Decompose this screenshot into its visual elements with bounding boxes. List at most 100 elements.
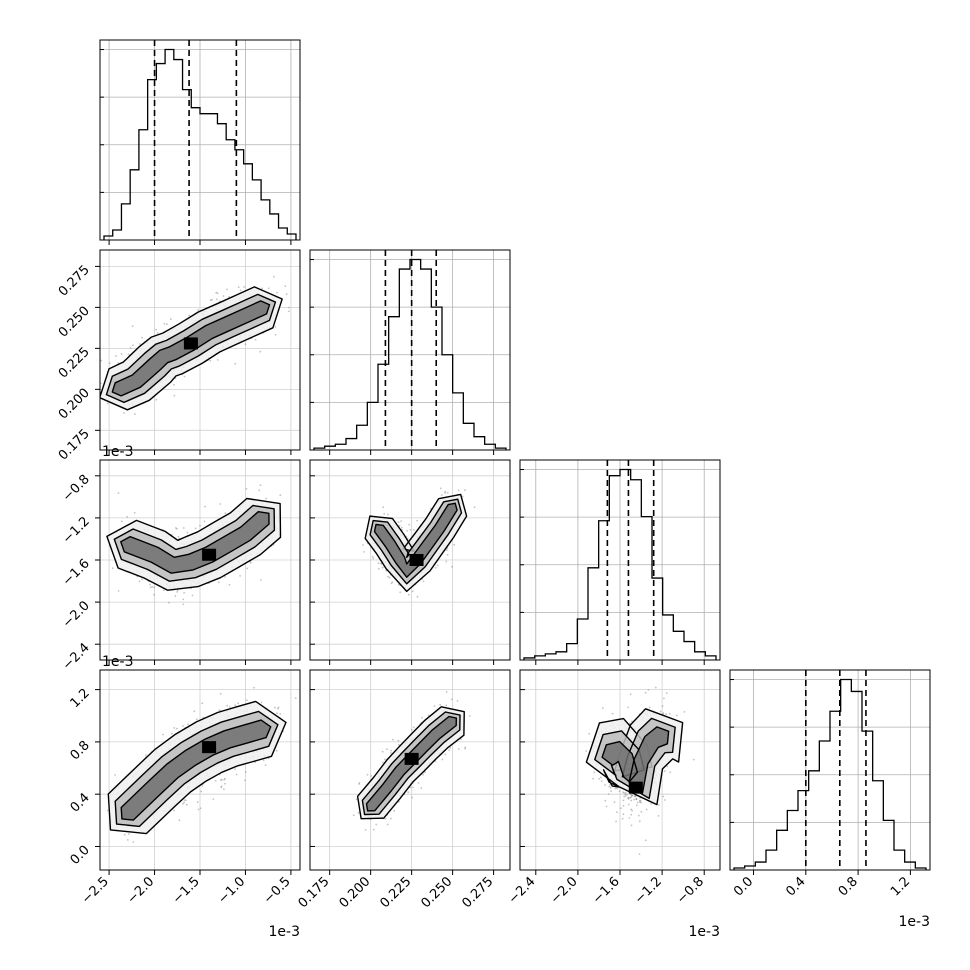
scatter-point bbox=[253, 686, 255, 689]
scatter-point bbox=[631, 720, 633, 723]
scatter-point bbox=[100, 359, 103, 362]
scatter-point bbox=[188, 314, 191, 317]
scatter-point bbox=[665, 692, 668, 694]
scatter-point bbox=[381, 750, 384, 753]
scatter-point bbox=[132, 841, 135, 843]
scatter-point bbox=[169, 318, 172, 321]
scatter-point bbox=[409, 529, 412, 531]
scatter-point bbox=[647, 689, 650, 691]
scatter-point bbox=[185, 803, 188, 806]
scatter-point bbox=[377, 567, 380, 570]
scatter-point bbox=[224, 782, 226, 785]
scatter-point bbox=[412, 786, 414, 789]
scatter-point bbox=[585, 750, 588, 752]
scatter-point bbox=[196, 718, 198, 721]
scatter-point bbox=[182, 603, 185, 606]
scatter-point bbox=[444, 753, 447, 756]
scatter-point bbox=[139, 343, 141, 345]
pair-panel-0-3 bbox=[91, 670, 300, 870]
x-tick-label: −2.0 bbox=[548, 874, 581, 907]
y-tick-label: −2.4 bbox=[60, 640, 93, 673]
scatter-point bbox=[120, 353, 123, 355]
scatter-point bbox=[416, 595, 419, 598]
scatter-point bbox=[669, 771, 672, 774]
scatter-point bbox=[117, 362, 120, 364]
histogram-panel-2 bbox=[520, 460, 720, 660]
scatter-point bbox=[129, 347, 132, 350]
scatter-point bbox=[221, 778, 223, 781]
scatter-point bbox=[106, 809, 109, 812]
scatter-point bbox=[215, 291, 218, 294]
scatter-point bbox=[627, 706, 630, 709]
scatter-point bbox=[182, 725, 184, 727]
scatter-point bbox=[663, 697, 665, 700]
scatter-point bbox=[456, 700, 459, 702]
scatter-point bbox=[626, 793, 628, 796]
scatter-point bbox=[400, 526, 403, 529]
scatter-point bbox=[446, 492, 449, 494]
scatter-point bbox=[599, 776, 602, 779]
scatter-point bbox=[155, 328, 158, 331]
scatter-point bbox=[613, 801, 616, 804]
scatter-point bbox=[619, 807, 622, 810]
scatter-point bbox=[226, 704, 229, 707]
scatter-point bbox=[448, 749, 450, 751]
scatter-point bbox=[397, 739, 400, 742]
scatter-point bbox=[406, 529, 408, 532]
x-tick-label: 1.2 bbox=[888, 874, 913, 899]
histogram-step bbox=[103, 48, 297, 240]
scatter-point bbox=[622, 804, 625, 807]
scatter-point bbox=[683, 711, 686, 713]
y-tick-label: 0.175 bbox=[56, 427, 93, 464]
scatter-point bbox=[661, 705, 664, 707]
scatter-point bbox=[635, 798, 638, 801]
scatter-point bbox=[191, 594, 194, 597]
scatter-point bbox=[621, 817, 624, 820]
y-tick-label: −2.0 bbox=[60, 598, 93, 631]
scatter-point bbox=[390, 749, 392, 752]
scatter-point bbox=[473, 506, 476, 509]
scatter-point bbox=[264, 764, 267, 766]
scatter-point bbox=[469, 715, 471, 717]
scatter-point bbox=[149, 583, 151, 586]
scatter-point bbox=[398, 524, 401, 527]
scatter-point bbox=[372, 828, 375, 831]
scatter-point bbox=[386, 823, 389, 826]
scatter-point bbox=[246, 567, 249, 570]
scatter-point bbox=[658, 804, 660, 806]
scatter-point bbox=[217, 581, 220, 584]
scatter-point bbox=[197, 808, 200, 811]
scatter-point bbox=[657, 815, 660, 817]
scatter-point bbox=[383, 512, 386, 515]
scatter-point bbox=[445, 691, 448, 693]
y-tick-label: 0.275 bbox=[56, 263, 93, 300]
scatter-point bbox=[464, 747, 466, 750]
scatter-point bbox=[408, 523, 411, 526]
scatter-point bbox=[638, 820, 641, 823]
scatter-point bbox=[614, 787, 617, 790]
scatter-point bbox=[644, 691, 647, 694]
scatter-point bbox=[108, 362, 111, 365]
x-tick-label: 0.4 bbox=[783, 874, 808, 899]
scatter-point bbox=[183, 375, 186, 378]
density-peak bbox=[404, 752, 419, 765]
scatter-point bbox=[636, 804, 638, 807]
scatter-point bbox=[461, 495, 464, 498]
scatter-point bbox=[111, 567, 114, 570]
scatter-point bbox=[244, 343, 247, 346]
scatter-point bbox=[654, 686, 657, 689]
scatter-point bbox=[216, 292, 219, 295]
x-tick-label: −0.5 bbox=[261, 874, 294, 907]
scatter-point bbox=[446, 553, 449, 556]
scatter-point bbox=[622, 813, 625, 816]
scatter-point bbox=[226, 288, 228, 291]
scatter-point bbox=[692, 758, 695, 761]
y-tick-label: 0.0 bbox=[68, 843, 93, 868]
scatter-point bbox=[132, 344, 134, 347]
scatter-point bbox=[149, 586, 152, 589]
scatter-point bbox=[434, 566, 437, 569]
scatter-point bbox=[616, 811, 618, 814]
scatter-point bbox=[91, 817, 93, 819]
scatter-point bbox=[219, 692, 222, 695]
y-tick-label: −0.8 bbox=[60, 472, 93, 505]
